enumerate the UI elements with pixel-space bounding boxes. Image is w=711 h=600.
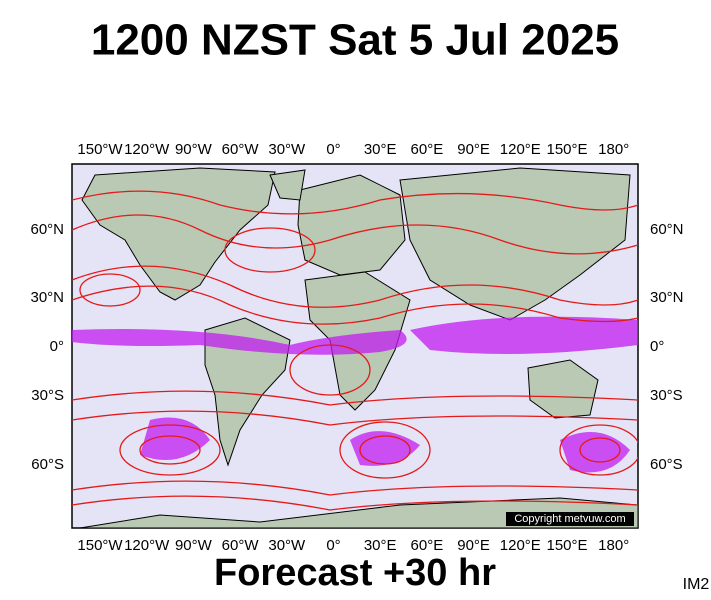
corner-label: IM2 [683,576,710,593]
title: 1200 NZST Sat 5 Jul 2025 [91,16,619,65]
lon-label-top: 0° [326,141,340,158]
lon-label-top: 150°W [77,141,123,158]
lon-label-bottom: 120°W [124,537,170,554]
map-content [72,167,638,528]
lon-label-bottom: 60°E [411,537,444,554]
axis-labels: 150°W150°W120°W120°W90°W90°W60°W60°W30°W… [30,141,683,554]
lat-label-left: 60°N [30,221,64,238]
lon-label-top: 30°E [364,141,397,158]
lon-label-top: 150°E [546,141,587,158]
lat-label-right: 30°S [650,387,683,404]
lat-label-right: 30°N [650,289,684,306]
footer: Forecast +30 hr [214,552,496,594]
lon-label-top: 60°E [411,141,444,158]
lon-label-top: 90°E [457,141,490,158]
lat-label-right: 60°N [650,221,684,238]
lat-label-right: 0° [650,338,664,355]
lon-label-bottom: 120°E [500,537,541,554]
lon-label-top: 60°W [222,141,260,158]
map: Copyright metvuw.com [71,163,639,529]
lat-label-left: 0° [50,338,64,355]
lon-label-bottom: 150°W [77,537,123,554]
lon-label-bottom: 0° [326,537,340,554]
lat-label-right: 60°S [650,456,683,473]
lon-label-top: 120°W [124,141,170,158]
lon-label-top: 180° [598,141,629,158]
lat-label-left: 30°S [31,387,64,404]
lon-label-bottom: 60°W [222,537,260,554]
lon-label-bottom: 180° [598,537,629,554]
copyright: Copyright metvuw.com [514,513,625,525]
lon-label-top: 120°E [500,141,541,158]
lon-label-bottom: 90°E [457,537,490,554]
lon-label-bottom: 30°W [268,537,306,554]
lat-label-left: 60°S [31,456,64,473]
lon-label-bottom: 90°W [175,537,213,554]
lon-label-top: 90°W [175,141,213,158]
copyright-box [506,512,634,526]
lon-label-bottom: 30°E [364,537,397,554]
lon-label-top: 30°W [268,141,306,158]
lon-label-bottom: 150°E [546,537,587,554]
lat-label-left: 30°N [30,289,64,306]
